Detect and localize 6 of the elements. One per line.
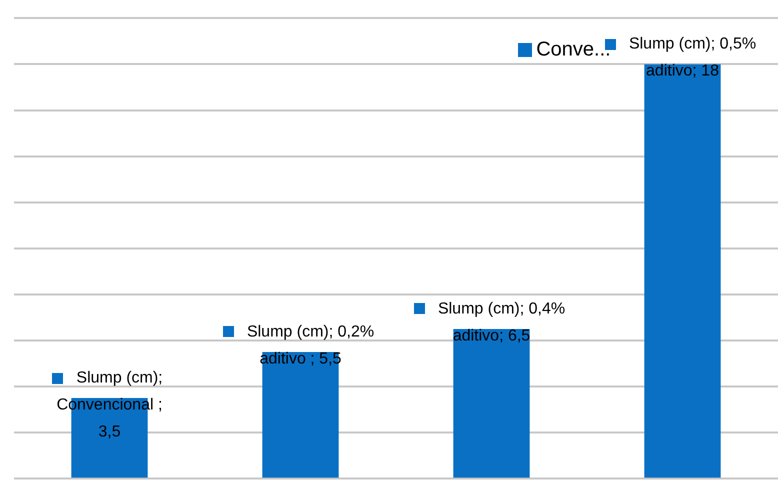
annotation: Conve... <box>536 38 611 61</box>
data-label: Slump (cm); 0,4% aditivo; 6,5 <box>438 300 566 344</box>
data-label: Slump (cm); 0,5% aditivo; 18 <box>628 36 756 80</box>
bar <box>453 328 530 478</box>
bar <box>644 64 721 478</box>
bar <box>262 352 339 478</box>
